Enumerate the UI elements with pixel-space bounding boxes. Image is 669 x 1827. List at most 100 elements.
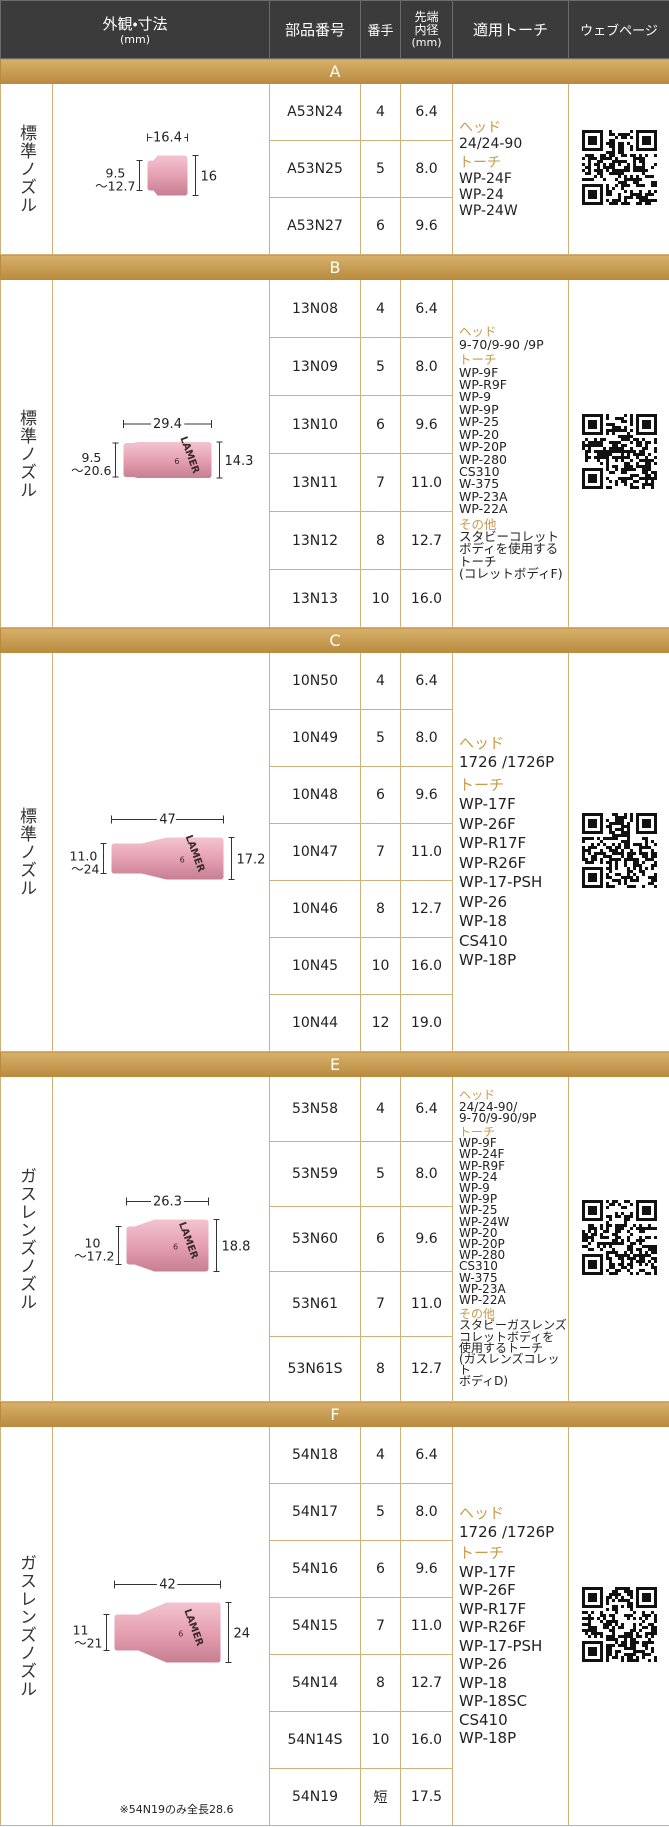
section-letter: C [0,627,669,653]
bore: 6.4 [400,652,454,710]
torch-heading: ヘッド [459,733,505,752]
torch-item: WP-R17F [459,1599,527,1618]
part-number: A53N25 [269,140,362,198]
torch-item: WP-9 [459,1180,490,1195]
part-row: 54N19 短 17.5 [1,1768,669,1826]
torch-item: WP-9P [459,1192,498,1207]
qr-code [581,812,657,888]
nozzle-type-cell: 標準ノズル [0,279,53,628]
bore-dimension: 9.5 [106,165,126,180]
nozzle-body [147,155,188,195]
torch-item: WP-24W [459,202,518,219]
torch-item: WP-24 [459,186,504,203]
header-cell: 外観・寸法 (mm) [0,0,271,59]
size: 12 [360,994,402,1052]
torch-item: WP-17F [459,795,516,813]
header-text: ウェブページ [580,24,658,39]
nozzle-body [126,1219,209,1271]
height-dimension: 14.3 [225,454,254,469]
part-row: 54N17 5 8.0 [1,1483,669,1541]
part-row: ガスレンズノズル LAMER 6 26.3 10 ～17.2 18.8 53N58 4 6.4 ヘッ… [0,1076,669,1402]
nozzle-marking: 6 [178,1629,183,1638]
part-row: 標準ノズル 16.4 9.5 ～12.7 16 A53N24 4 6.4 ヘッド 24/24-90… [0,83,669,255]
header-cell: 部品番号 [269,0,362,59]
part-row: 13N09 5 8.0 [1,337,669,396]
torch-item: WP-R9F [459,377,507,393]
header-text: 適用トーチ [473,21,549,39]
bore-dimension: 10 [85,1235,101,1250]
torch-item: ボディD) [459,1374,509,1389]
header-text: 部品番号 [285,21,346,39]
part-row: 10N47 7 11.0 [1,823,669,881]
size: 10 [360,1711,402,1769]
nozzle-type: 標準ノズル [16,807,36,897]
part-number: 13N12 [269,511,362,570]
section-letter: F [0,1401,669,1427]
nozzle-type: ガスレンズノズル [16,1167,36,1311]
torch-item: スタビーコレット [459,528,560,544]
torch-item: WP-20 [459,1225,498,1240]
part-row: 10N48 6 9.6 [1,766,669,824]
size: 8 [360,1336,402,1402]
torch-item: 24/24-90 [459,135,523,152]
bore: 8.0 [400,1141,454,1207]
torch-item: WP-18P [459,951,517,969]
nozzle-type-cell: ガスレンズノズル [0,1076,53,1402]
size: 7 [360,453,402,512]
torch-item: WP-17-PSH [459,1636,543,1655]
bore-dimension: 11 [73,1622,89,1637]
header-unit: (mm) [120,33,151,46]
bore: 19.0 [400,994,454,1052]
bore: 6.4 [400,1426,454,1484]
part-number: 13N11 [269,453,362,512]
part-row: 10N49 5 8.0 [1,709,669,767]
part-number: 53N61S [269,1336,362,1402]
part-row: 13N11 7 11.0 [1,453,669,512]
size: 短 [360,1768,402,1826]
header-row: 外観・寸法 (mm) 部品番号 番手 先端内径 (mm) 適用トーチ ウェブページ [0,0,669,59]
torch-heading: ヘッド [459,1504,505,1523]
section-letter: A [0,58,669,84]
header-unit: (mm) [411,35,442,49]
header-cell: 番手 [360,0,402,59]
bore: 11.0 [400,453,454,512]
part-number: 13N08 [269,279,362,338]
size: 4 [360,83,402,141]
qr-modules [581,812,657,888]
height-dimension: 18.8 [222,1239,251,1254]
part-row: 13N10 6 9.6 [1,395,669,454]
bore: 9.6 [400,766,454,824]
torch-item: (コレットボディF) [459,566,563,582]
torch-cell: ヘッド 1726 /1726P トーチ WP-17F WP-26F WP-R17F WP-R… [452,1426,570,1826]
torch-item: WP-9P [459,401,499,417]
torch-heading: トーチ [459,352,497,368]
part-number: 54N16 [269,1540,362,1598]
part-number: 54N18 [269,1426,362,1484]
part-number: 10N47 [269,823,362,881]
size: 7 [360,823,402,881]
torch-heading: トーチ [459,1544,505,1563]
part-number: A53N24 [269,83,362,141]
size: 5 [360,337,402,396]
torch-item: WP-9F [459,1136,497,1151]
part-row: 54N14S 10 16.0 [1,1711,669,1769]
nozzle-drawing: 16.4 9.5～12.7 16 [95,127,217,196]
torch-item: WP-20P [459,1237,505,1251]
nozzle-marking: 6 [180,855,185,864]
size: 4 [360,1076,402,1142]
torch-item: CS310 [459,1259,498,1274]
nozzle-body [123,441,212,478]
torch-item: WP-280 [459,451,508,467]
bore: 17.5 [400,1768,454,1826]
torch-item: WP-R9F [459,1158,506,1173]
torch-item: WP-24F [459,1147,505,1162]
torch-heading: トーチ [459,154,502,171]
nozzle-marking: 6 [173,1242,178,1251]
header-text: 外観・寸法 [102,15,168,33]
part-number: 53N61 [269,1271,362,1337]
qr-code [581,129,657,205]
